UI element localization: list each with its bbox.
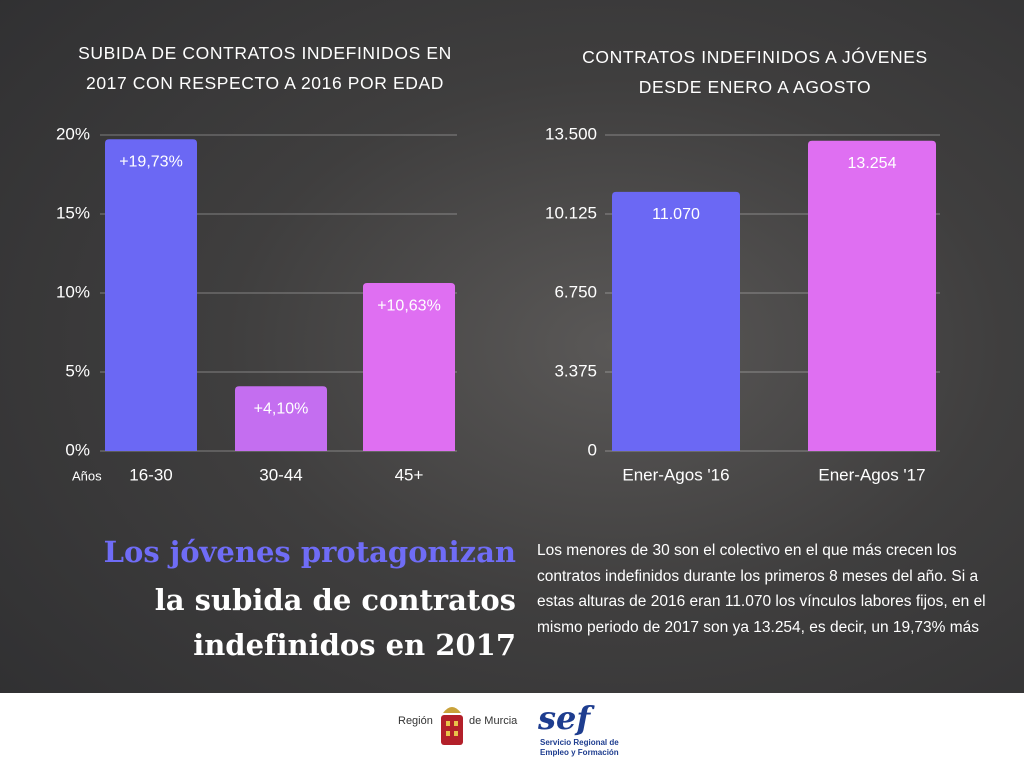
description: Los menores de 30 son el colectivo en el… (537, 542, 986, 636)
x-tick-label: Ener-Agos '17 (818, 465, 925, 484)
value-label: +19,73% (119, 153, 183, 170)
bar (612, 191, 740, 451)
chart-title: CONTRATOS INDEFINIDOS A JÓVENES DESDE EN… (582, 47, 928, 97)
bar (808, 140, 936, 451)
y-tick-label: 15% (56, 203, 90, 222)
sef-logo: sef (538, 699, 591, 737)
y-tick-label: 10% (56, 282, 90, 301)
bar (363, 283, 455, 451)
value-label: 13.254 (848, 155, 897, 172)
y-tick-label: 3.375 (554, 361, 597, 380)
y-tick-label: 0 (588, 440, 597, 459)
headline-line: la subida de contratos (154, 583, 516, 617)
chart-title: SUBIDA DE CONTRATOS INDEFINIDOS EN 2017 … (78, 43, 452, 93)
bar (105, 139, 197, 452)
headline-line: indefinidos en 2017 (193, 628, 516, 662)
x-tick-label: 16-30 (129, 465, 172, 484)
value-label: +10,63% (377, 297, 441, 314)
charts: 0% 5% 10% 15% 20% Años +19,73% 16-30 +4,10% 30-44… (56, 124, 936, 484)
bar (235, 386, 327, 451)
x-tick-label: Ener-Agos '16 (622, 465, 729, 484)
y-tick-label: 20% (56, 124, 90, 143)
x-tick-label: 45+ (395, 465, 424, 484)
x-axis-label: Años (72, 468, 102, 483)
value-label: +4,10% (254, 400, 309, 417)
y-tick-label: 10.125 (545, 203, 597, 222)
logo-text: Región (398, 715, 433, 727)
y-tick-label: 5% (65, 361, 90, 380)
x-tick-label: 30-44 (259, 465, 302, 484)
coat-of-arms (441, 707, 463, 745)
headline-line: Los jóvenes protagonizan (103, 535, 516, 569)
y-tick-label: 13.500 (545, 124, 597, 143)
logo-text: Servicio Regional de (540, 738, 619, 747)
y-tick-label: 6.750 (554, 282, 597, 301)
logo-text: de Murcia (469, 715, 518, 727)
footer: Región de Murcia sef Servicio Regional d… (0, 693, 1024, 768)
value-label: 11.070 (652, 206, 700, 223)
y-tick-label: 0% (65, 440, 90, 459)
logo-text: Empleo y Formación (540, 748, 619, 757)
